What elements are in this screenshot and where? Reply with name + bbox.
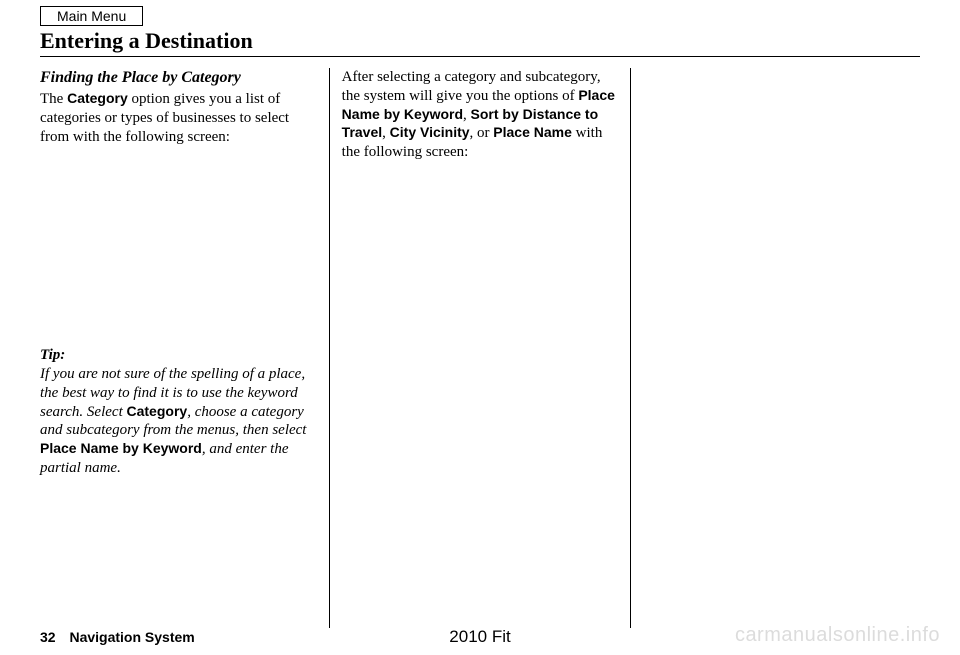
column-1: Finding the Place by Category The Catego… xyxy=(40,68,329,615)
col2-text-a: After selecting a category and subcatego… xyxy=(342,69,601,104)
col2-sep-1: , xyxy=(463,107,471,123)
model-year: 2010 Fit xyxy=(449,627,510,647)
tip-label: Tip: xyxy=(40,346,317,365)
watermark: carmanualsonline.info xyxy=(735,624,940,647)
content-area: Finding the Place by Category The Catego… xyxy=(40,68,920,615)
col2-sep-3: , or xyxy=(470,125,494,141)
main-menu-button[interactable]: Main Menu xyxy=(40,6,143,26)
page-number: 32 xyxy=(40,629,56,645)
page-title: Entering a Destination xyxy=(40,28,920,57)
tip-body: If you are not sure of the spelling of a… xyxy=(40,365,317,478)
col1-text-a: The xyxy=(40,91,67,107)
subheading-finding-place: Finding the Place by Category xyxy=(40,68,317,88)
col2-bold-4: Place Name xyxy=(493,124,572,140)
tip-bold-1: Category xyxy=(127,403,188,419)
tip-block: Tip: If you are not sure of the spelling… xyxy=(40,346,317,477)
col2-paragraph: After selecting a category and subcatego… xyxy=(342,68,619,162)
col1-bold-category: Category xyxy=(67,90,128,106)
col2-sep-2: , xyxy=(382,125,390,141)
tip-bold-2: Place Name by Keyword xyxy=(40,440,202,456)
col2-bold-3: City Vicinity xyxy=(390,124,470,140)
col1-paragraph: The Category option gives you a list of … xyxy=(40,90,317,146)
page-footer: 32 Navigation System xyxy=(40,629,195,645)
column-3 xyxy=(631,68,920,615)
column-2: After selecting a category and subcatego… xyxy=(330,68,631,615)
section-name: Navigation System xyxy=(69,629,194,645)
